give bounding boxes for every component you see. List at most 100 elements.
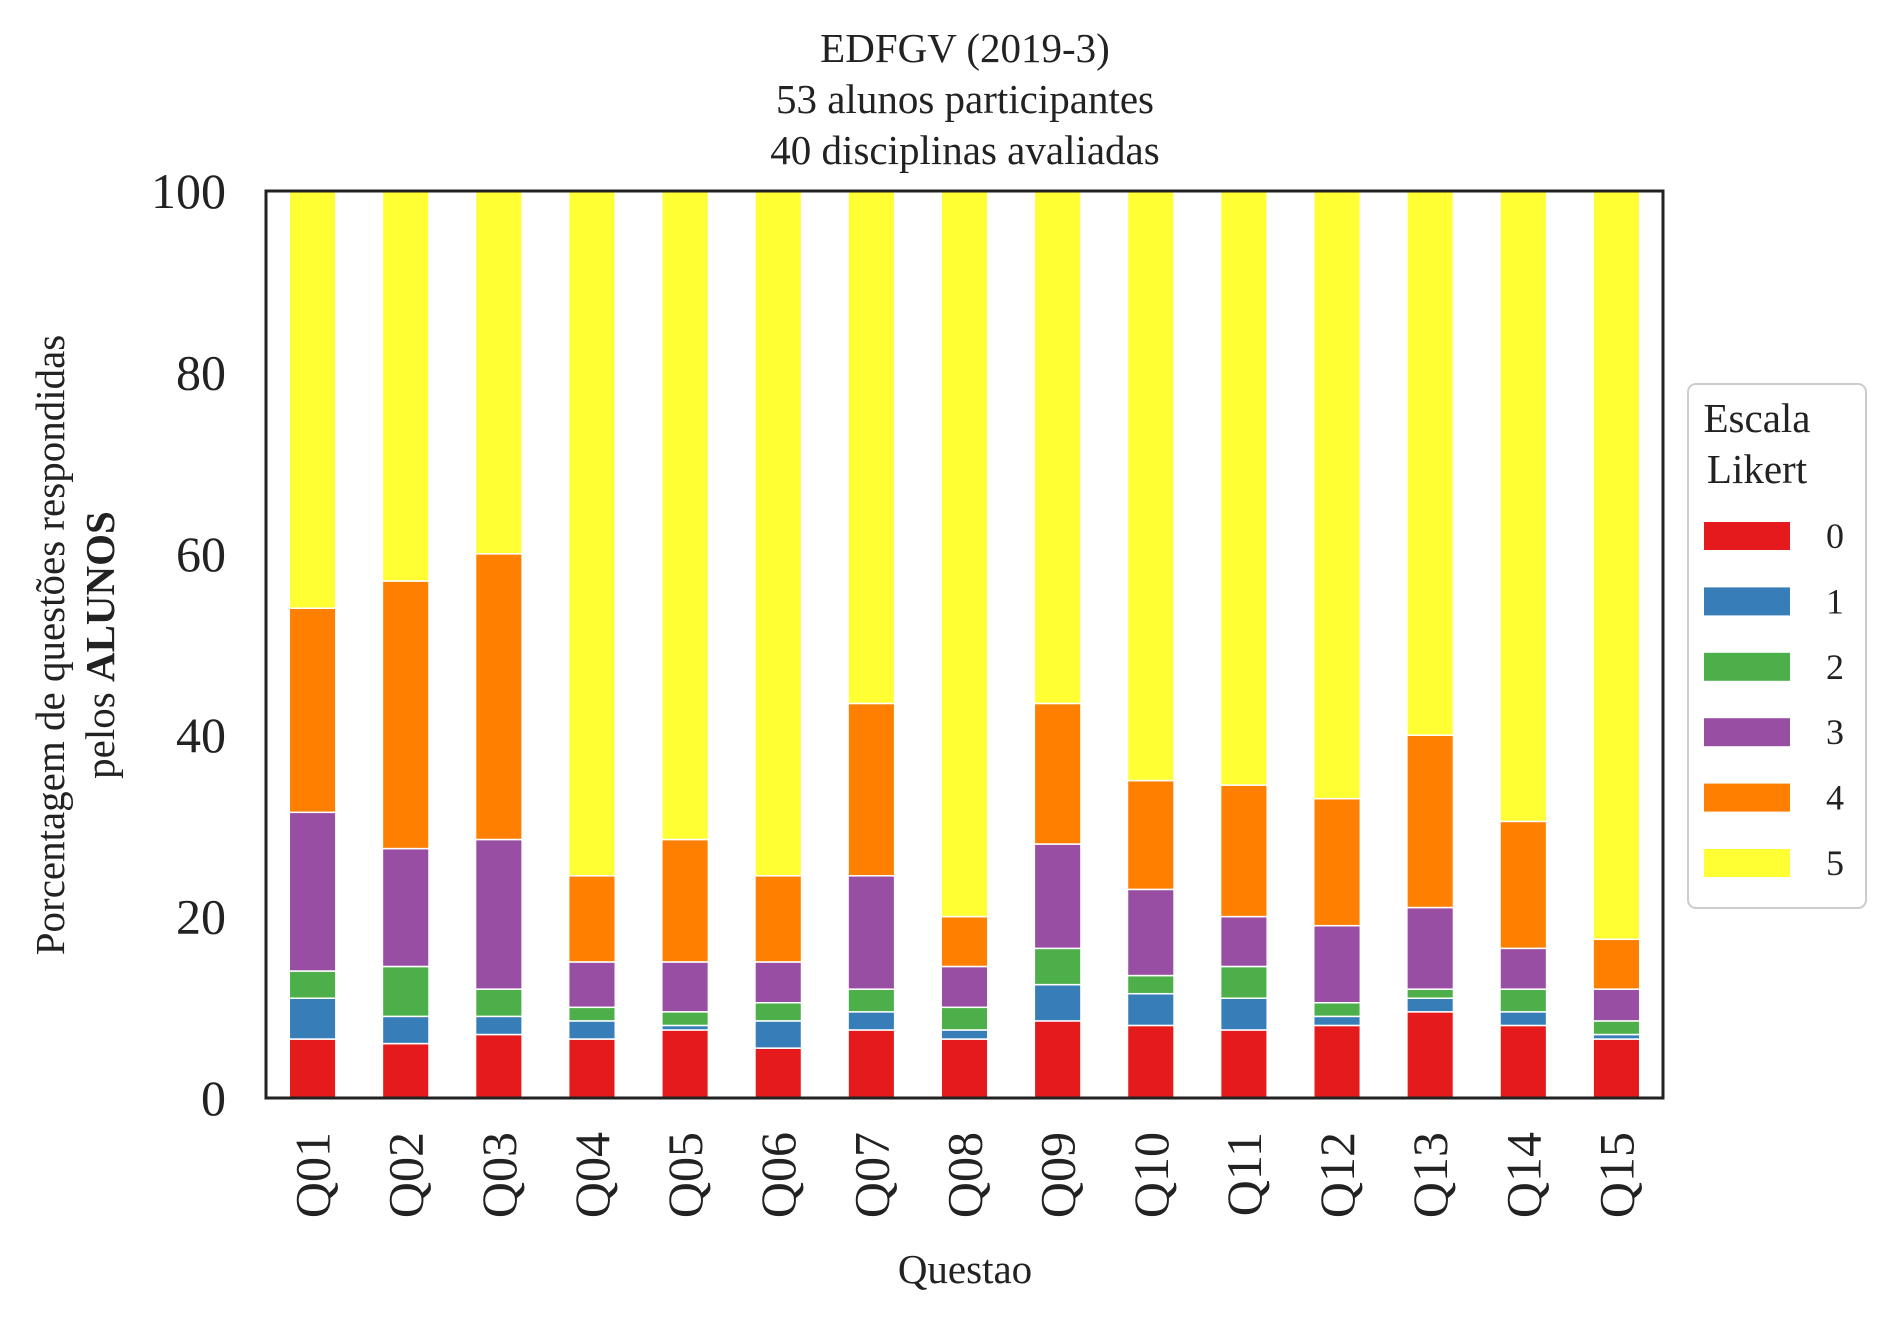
bar-segment-q13-level-0	[1406, 1011, 1455, 1099]
bar-segment-q06-level-0	[754, 1047, 803, 1099]
bar-segment-q12-level-4	[1313, 797, 1362, 927]
bar-segment-q02-level-0	[381, 1042, 430, 1099]
bar-segment-q08-level-2	[940, 1006, 989, 1031]
bar-segment-q13-level-1	[1406, 997, 1455, 1013]
bar-segment-q04-level-3	[567, 961, 616, 1009]
bar-segment-q14-level-3	[1499, 947, 1548, 990]
legend-swatch-4	[1704, 783, 1790, 812]
x-tick-label: Q09	[1030, 1132, 1086, 1218]
x-tick-label: Q08	[937, 1132, 993, 1218]
x-tick-label: Q13	[1402, 1132, 1458, 1218]
bar-segment-q13-level-4	[1406, 734, 1455, 909]
bar-segment-q12-level-3	[1313, 924, 1362, 1004]
bar-segment-q10-level-0	[1126, 1024, 1175, 1099]
plot-frame	[264, 189, 1665, 1100]
x-axis-label: Questao	[898, 1246, 1032, 1292]
y-tick-label: 100	[151, 163, 226, 219]
bar-segment-q07-level-2	[847, 988, 896, 1013]
bar-segment-q01-level-0	[288, 1038, 337, 1099]
x-axis-ticks: Q01 Q02 Q03 Q04 Q05 Q06 Q07 Q08 Q09 Q10 Q11 Q12 Q13 Q…	[285, 1132, 1645, 1218]
bar-segment-q07-level-1	[847, 1011, 896, 1031]
bar-segment-q05-level-5	[661, 190, 710, 841]
y-axis-label: Porcentagem de questões respondidas pelo…	[27, 335, 123, 956]
legend-title-line-2: Likert	[1707, 446, 1808, 492]
bar-segment-q03-level-1	[474, 1015, 523, 1036]
y-axis-ticks: 0 20 40 60 80 100	[151, 163, 226, 1126]
legend-label-5: 5	[1826, 843, 1844, 883]
bar-segment-q04-level-5	[567, 190, 616, 877]
bar-segment-q11-level-5	[1219, 190, 1268, 786]
bar-segment-q05-level-0	[661, 1029, 710, 1099]
bar-segment-q02-level-2	[381, 965, 430, 1018]
x-tick-label: Q07	[843, 1132, 899, 1218]
bar-segment-q01-level-2	[288, 970, 337, 999]
legend-title-line-1: Escala	[1704, 395, 1811, 441]
bar-segment-q01-level-5	[288, 190, 337, 609]
legend-label-1: 1	[1826, 581, 1844, 621]
chart-title-line-3: 40 disciplinas avaliadas	[770, 127, 1159, 173]
bar-segment-q06-level-3	[754, 961, 803, 1004]
chart-title-line-2: 53 alunos participantes	[776, 76, 1154, 122]
bar-segment-q11-level-2	[1219, 965, 1268, 999]
bar-segment-q15-level-4	[1592, 938, 1641, 990]
bar-segment-q13-level-5	[1406, 190, 1455, 736]
bar-segment-q11-level-1	[1219, 997, 1268, 1031]
chart-title: EDFGV (2019-3) 53 alunos participantes 4…	[770, 25, 1159, 173]
bar-segment-q08-level-1	[940, 1029, 989, 1040]
bar-segment-q15-level-2	[1592, 1020, 1641, 1036]
bar-segment-q11-level-0	[1219, 1029, 1268, 1099]
bar-segment-q04-level-0	[567, 1038, 616, 1099]
bar-segment-q07-level-4	[847, 702, 896, 877]
bar-segment-q15-level-3	[1592, 988, 1641, 1022]
bar-segment-q09-level-3	[1033, 843, 1082, 950]
legend-items: 0 1 2 3 4 5	[1704, 516, 1844, 883]
legend-label-4: 4	[1826, 778, 1844, 818]
bar-segment-q07-level-0	[847, 1029, 896, 1099]
y-tick-label: 80	[176, 344, 226, 400]
bar-segment-q14-level-1	[1499, 1011, 1548, 1027]
chart-title-line-1: EDFGV (2019-3)	[820, 25, 1110, 71]
bar-segment-q06-level-2	[754, 1002, 803, 1022]
bar-segment-q11-level-3	[1219, 915, 1268, 968]
bar-segment-q02-level-4	[381, 580, 430, 850]
legend-swatch-0	[1704, 522, 1790, 550]
bar-segment-q04-level-4	[567, 875, 616, 963]
y-axis-label-line-1: Porcentagem de questões respondidas	[27, 335, 73, 956]
legend: Escala Likert 0 1 2 3 4 5	[1687, 383, 1867, 909]
bar-segment-q05-level-3	[661, 961, 710, 1013]
bar-segment-q05-level-4	[661, 838, 710, 963]
x-tick-label: Q01	[285, 1132, 341, 1218]
x-tick-label: Q05	[657, 1132, 713, 1218]
y-tick-label: 40	[176, 707, 226, 763]
bar-segment-q09-level-0	[1033, 1020, 1082, 1099]
bar-segment-q12-level-1	[1313, 1015, 1362, 1027]
bar-segment-q02-level-3	[381, 847, 430, 968]
bar-segment-q10-level-3	[1126, 888, 1175, 977]
bar-segment-q06-level-1	[754, 1020, 803, 1049]
bar-segment-q12-level-5	[1313, 190, 1362, 800]
bar-segment-q09-level-1	[1033, 983, 1082, 1022]
legend-label-2: 2	[1826, 647, 1844, 687]
legend-swatch-5	[1704, 849, 1790, 877]
bar-segment-q03-level-2	[474, 988, 523, 1018]
x-tick-label: Q03	[471, 1132, 527, 1218]
bar-segment-q06-level-5	[754, 190, 803, 877]
bar-segment-q08-level-4	[940, 915, 989, 968]
legend-swatch-1	[1704, 587, 1790, 616]
x-tick-label: Q06	[750, 1132, 806, 1218]
bar-segment-q01-level-1	[288, 997, 337, 1040]
legend-label-0: 0	[1826, 516, 1844, 556]
bar-segment-q10-level-2	[1126, 974, 1175, 995]
x-tick-label: Q10	[1123, 1132, 1179, 1218]
bar-segment-q04-level-1	[567, 1020, 616, 1040]
bar-segment-q09-level-4	[1033, 702, 1082, 845]
y-tick-label: 0	[201, 1070, 226, 1126]
bar-segment-q03-level-4	[474, 553, 523, 841]
bar-segment-q02-level-5	[381, 190, 430, 582]
bar-segment-q15-level-5	[1592, 190, 1641, 941]
y-tick-label: 20	[176, 889, 226, 945]
y-tick-label: 60	[176, 526, 226, 582]
bars-group	[288, 190, 1641, 1099]
